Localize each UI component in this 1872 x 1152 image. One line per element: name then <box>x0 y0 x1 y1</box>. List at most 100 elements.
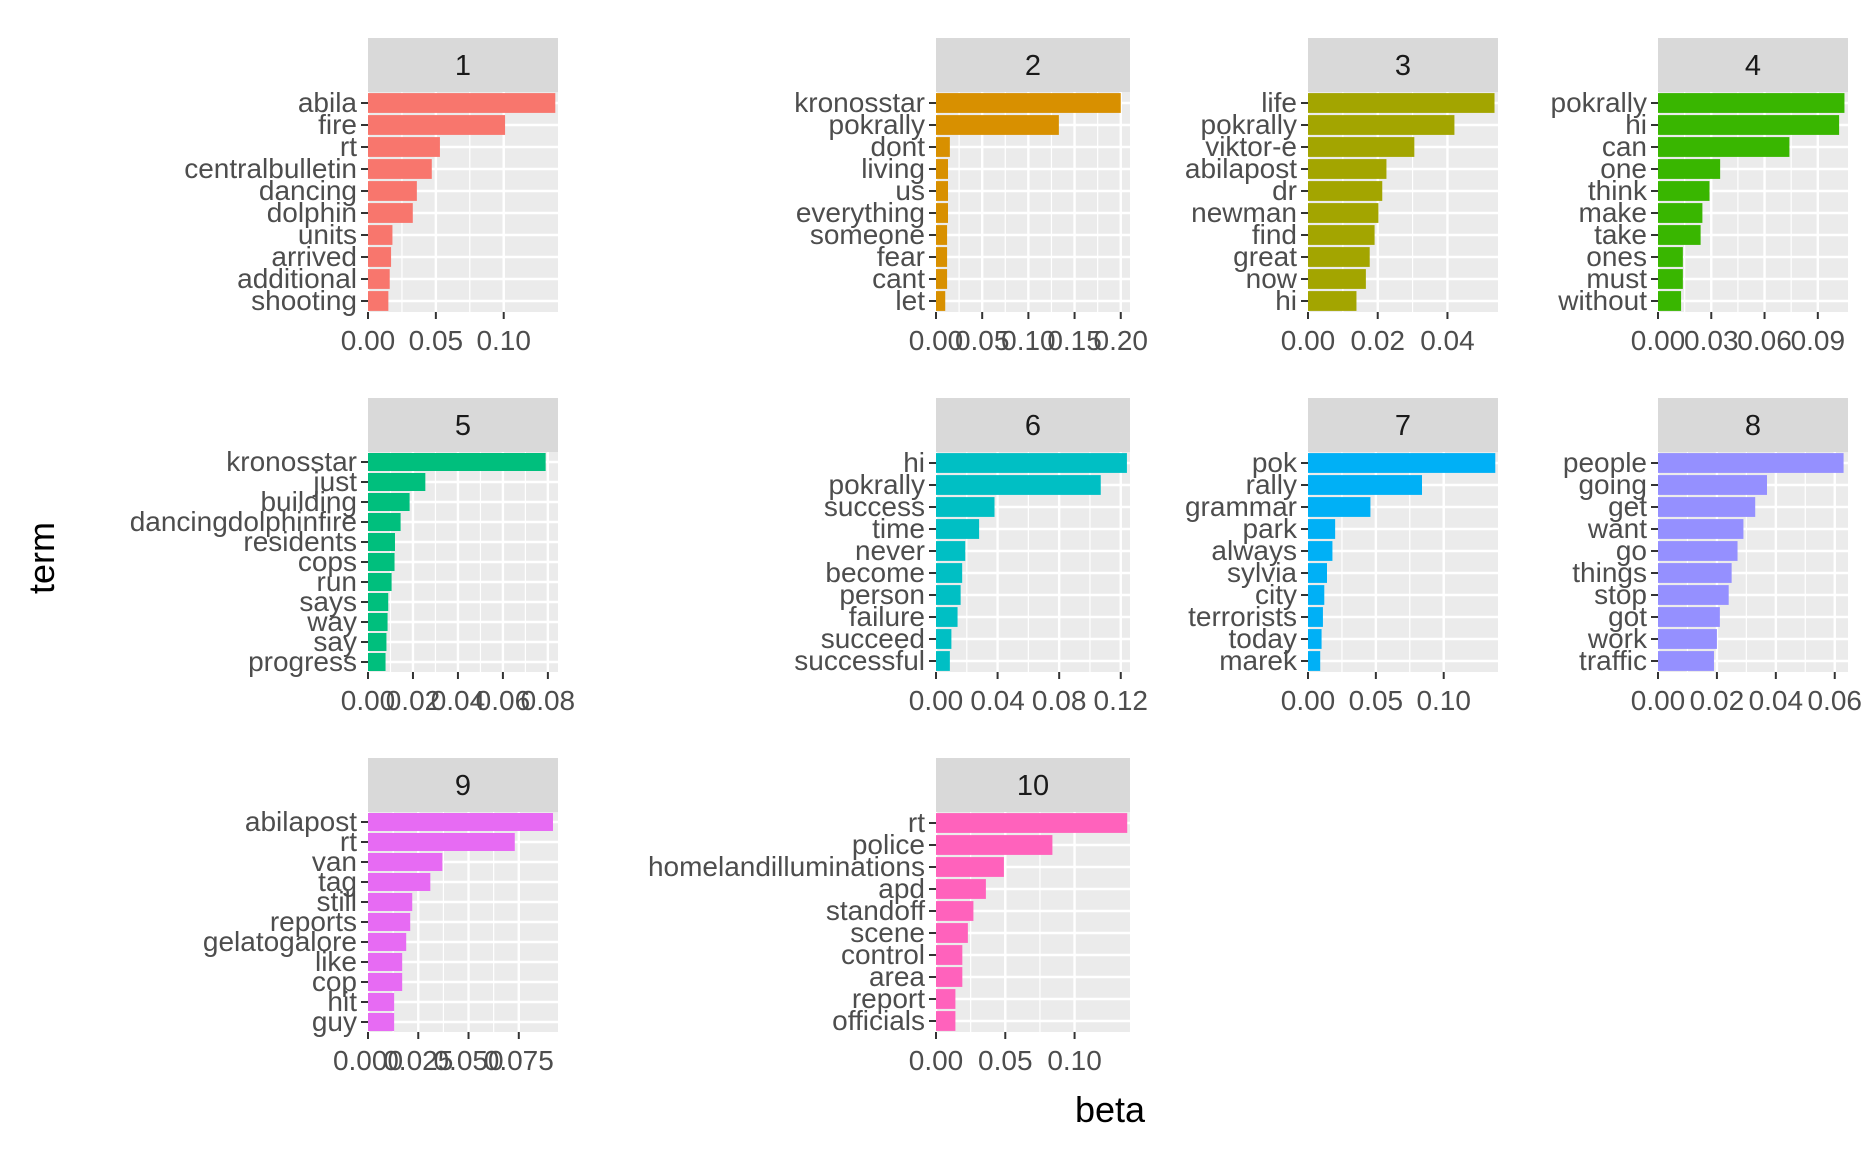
facet-strip <box>1658 38 1848 92</box>
y-tick-label: dr <box>1272 175 1297 206</box>
x-tick-label: 0.02 <box>1350 325 1405 356</box>
facet-strip <box>1658 398 1848 452</box>
bar <box>936 115 1059 135</box>
y-tick-label: tag <box>318 866 357 897</box>
y-tick-label: scene <box>850 917 925 948</box>
y-tick-label: now <box>1246 263 1298 294</box>
y-tick-label: police <box>852 829 925 860</box>
bar <box>368 159 432 179</box>
bar <box>1308 247 1370 267</box>
facet-panel-3: 3 lifepokrallyviktor-eabilapostdrnewmanfi… <box>1185 38 1498 356</box>
bar <box>368 1013 395 1031</box>
y-tick-label: still <box>317 886 357 917</box>
x-tick-label: 0.05 <box>978 1045 1033 1076</box>
bar <box>368 115 506 135</box>
x-tick-label: 0.025 <box>383 1045 453 1076</box>
x-tick-label: 0.10 <box>1416 685 1471 716</box>
y-tick-label: success <box>824 491 925 522</box>
x-tick-label: 0.03 <box>1684 325 1739 356</box>
facet-strip <box>368 398 558 452</box>
y-tick-label: fear <box>877 241 925 272</box>
facet-panel-5: 5 kronosstarjustbuildingdancingdolphinfir… <box>130 398 575 716</box>
x-tick-label: 0.000 <box>333 1045 403 1076</box>
y-tick-label: life <box>1261 87 1297 118</box>
x-tick-label: 0.08 <box>1032 685 1087 716</box>
y-tick-label: things <box>1572 557 1647 588</box>
bar <box>368 933 407 951</box>
x-tick-label: 0.12 <box>1094 685 1149 716</box>
facet-panel-9: 9 abilapostrtvantagstillreportsgelatogalo… <box>203 758 558 1076</box>
bar <box>936 945 963 965</box>
y-tick-label: today <box>1229 623 1298 654</box>
bar <box>1308 541 1333 561</box>
y-tick-label: someone <box>810 219 925 250</box>
bar <box>936 159 949 179</box>
facet-strip-label: 7 <box>1395 410 1411 442</box>
bar <box>368 573 392 591</box>
bar <box>1308 137 1415 157</box>
y-tick-label: never <box>855 535 925 566</box>
x-tick-label: 0.00 <box>1631 325 1686 356</box>
bar <box>368 653 386 671</box>
bar <box>936 475 1101 495</box>
x-tick-label: 0.04 <box>970 685 1025 716</box>
bar <box>1308 269 1366 289</box>
y-tick-label: work <box>1587 623 1648 654</box>
x-tick-label: 0.10 <box>476 325 531 356</box>
y-tick-label: pok <box>1252 447 1298 478</box>
bar <box>1308 291 1357 311</box>
facet-panels: 1abilafirertcentralbulletindancingdolphi… <box>130 38 1862 1076</box>
x-tick-label: 0.02 <box>386 685 441 716</box>
y-tick-label: terrorists <box>1188 601 1297 632</box>
y-tick-label: time <box>872 513 925 544</box>
x-tick-label: 0.06 <box>476 685 531 716</box>
y-tick-label: dancing <box>259 175 357 206</box>
bar <box>1658 541 1738 561</box>
bar <box>1308 203 1379 223</box>
x-tick-label: 0.02 <box>1690 685 1745 716</box>
bar <box>936 835 1053 855</box>
y-tick-label: grammar <box>1185 491 1297 522</box>
bar <box>368 181 417 201</box>
facet-strip <box>1308 38 1498 92</box>
y-tick-label: rt <box>908 807 925 838</box>
bar <box>936 651 950 671</box>
y-tick-label: rally <box>1246 469 1297 500</box>
facet-panel-2: 2 kronosstarpokrallydontlivinguseverythin… <box>794 38 1148 356</box>
bar <box>936 247 948 267</box>
bar <box>1658 137 1790 157</box>
bar <box>1308 181 1383 201</box>
y-tick-label: say <box>313 626 357 657</box>
bar <box>1658 269 1683 289</box>
y-tick-label: residents <box>243 526 357 557</box>
bar <box>1308 453 1496 473</box>
x-tick-label: 0.05 <box>409 325 464 356</box>
y-tick-label: find <box>1252 219 1297 250</box>
bar <box>1658 475 1767 495</box>
x-tick-label: 0.09 <box>1791 325 1846 356</box>
bar <box>1658 203 1703 223</box>
bar <box>936 1011 956 1031</box>
y-tick-label: abila <box>298 87 358 118</box>
y-tick-label: stop <box>1594 579 1647 610</box>
y-tick-label: dolphin <box>267 197 357 228</box>
bar <box>936 857 1004 877</box>
bar <box>1658 519 1744 539</box>
y-tick-label: report <box>852 983 925 1014</box>
y-tick-label: abilapost <box>1185 153 1297 184</box>
bar <box>368 225 393 245</box>
y-tick-label: units <box>298 219 357 250</box>
y-tick-label: kronosstar <box>794 87 925 118</box>
bar <box>1308 475 1422 495</box>
facet-panel-1: 1 abilafirertcentralbulletindancingdolphi… <box>184 38 558 356</box>
y-tick-label: pokrally <box>829 469 925 500</box>
bar <box>368 993 395 1011</box>
bar <box>936 879 986 899</box>
bar <box>936 497 995 517</box>
x-tick-label: 0.050 <box>433 1045 503 1076</box>
bar <box>936 203 949 223</box>
y-tick-label: city <box>1255 579 1297 610</box>
facet-strip <box>936 758 1130 812</box>
bar <box>1308 651 1321 671</box>
bar <box>936 225 948 245</box>
